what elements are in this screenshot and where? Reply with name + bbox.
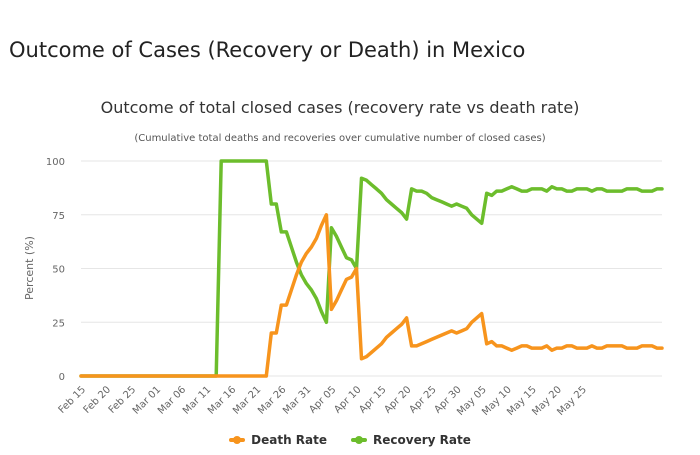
chart-legend: Death Rate Recovery Rate [0,433,700,447]
x-tick-label: Mar 31 [281,384,313,416]
death-rate-swatch-icon [229,436,246,444]
chart-subtitle: (Cumulative total deaths and recoveries … [134,133,545,144]
recovery-rate-swatch-icon [351,436,368,444]
y-tick-label: 75 [52,211,65,222]
legend-label-recovery-rate: Recovery Rate [373,433,471,447]
y-tick-label: 25 [52,318,65,329]
y-axis-title: Percent (%) [23,236,36,300]
y-tick-label: 100 [46,157,65,168]
legend-label-death-rate: Death Rate [251,433,328,447]
y-tick-label: 50 [52,265,65,276]
x-tick-label: Apr 10 [332,384,363,415]
x-tick-label: Apr 20 [382,384,413,415]
legend-item-recovery-rate[interactable]: Recovery Rate [351,433,471,447]
series-line-death-rate[interactable] [79,213,664,378]
y-tick-label: 0 [59,372,65,383]
legend-item-death-rate[interactable]: Death Rate [229,433,327,447]
page-heading: Outcome of Cases (Recovery or Death) in … [9,38,526,62]
x-tick-label: Apr 05 [307,384,338,415]
x-tick-label: Apr 15 [357,384,388,415]
chart-title: Outcome of total closed cases (recovery … [101,98,580,117]
x-tick-label: Apr 25 [407,384,438,415]
